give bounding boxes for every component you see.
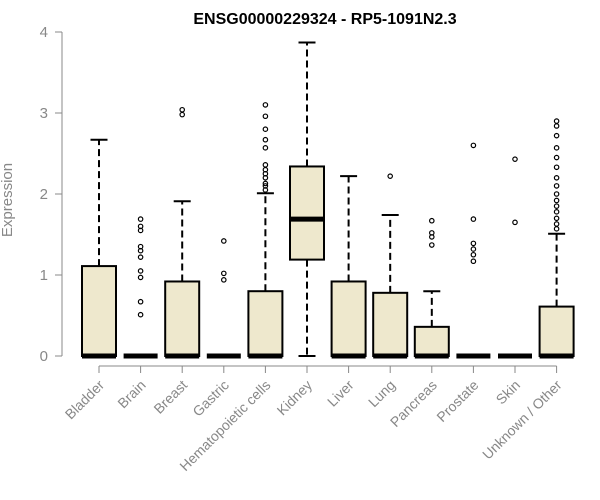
box-iqr [538, 305, 575, 357]
outlier-point [553, 154, 560, 161]
outlier-point [137, 298, 144, 305]
box-iqr [81, 265, 117, 357]
outlier-point [137, 223, 144, 230]
outlier-point [262, 183, 269, 189]
outlier-point [137, 254, 144, 260]
outlier-point [553, 209, 560, 215]
outlier-point [262, 180, 269, 187]
outlier-point [137, 216, 144, 222]
outlier-point [553, 226, 560, 232]
y-axis-label: Expression [0, 163, 16, 237]
outlier-point [137, 311, 144, 318]
x-tick-label-prostate: Prostate [433, 377, 481, 425]
outlier-point [553, 191, 560, 197]
outlier-point [221, 270, 227, 277]
box-prostate [456, 142, 491, 359]
outlier-point [553, 221, 560, 227]
box-iqr [330, 280, 367, 358]
box-liver [330, 175, 367, 359]
box-iqr [413, 325, 450, 357]
box-unknown-other [538, 118, 575, 359]
outlier-point [470, 246, 477, 252]
y-tick-label: 4 [40, 24, 48, 41]
outlier-point [428, 217, 435, 224]
outlier-point [262, 113, 269, 120]
box-bladder [81, 138, 117, 359]
box-gastric [206, 238, 241, 359]
outlier-point [553, 145, 560, 151]
box-iqr [164, 280, 201, 358]
box-iqr [247, 290, 284, 358]
box-kidney [289, 41, 325, 357]
outlier-point [221, 238, 227, 244]
box-pancreas [413, 217, 450, 359]
outlier-point [553, 118, 560, 124]
outlier-point [470, 251, 477, 258]
y-tick-label: 2 [40, 186, 48, 203]
box-brain [123, 216, 158, 359]
outlier-point [428, 242, 435, 248]
box-hematopoietic-cells [247, 102, 284, 359]
outlier-point [512, 156, 518, 162]
outlier-point [553, 164, 560, 171]
outlier-point [553, 203, 560, 209]
x-tick-label-lung: Lung [365, 377, 398, 410]
outlier-point [262, 145, 269, 151]
plot-area [81, 41, 575, 359]
outlier-point [553, 123, 560, 129]
outlier-point [512, 219, 518, 226]
x-tick-label-liver: Liver [324, 377, 357, 410]
outlier-point [262, 102, 269, 108]
outlier-point [137, 243, 144, 250]
box-skin [498, 156, 532, 359]
outlier-point [137, 274, 144, 281]
box-iqr [372, 291, 409, 358]
outlier-point [179, 106, 186, 113]
outlier-point [553, 197, 560, 204]
y-tick-label: 1 [40, 267, 48, 284]
x-tick-label-kidney: Kidney [274, 377, 316, 419]
outlier-point [262, 162, 269, 168]
outlier-point [553, 175, 560, 181]
chart-title: ENSG00000229324 - RP5-1091N2.3 [193, 11, 456, 28]
x-tick-label-unknown-other: Unknown / Other [479, 377, 565, 463]
outlier-point [387, 173, 394, 179]
x-tick-label-bladder: Bladder [62, 377, 108, 423]
box-breast [164, 106, 201, 359]
outlier-point [470, 216, 477, 222]
outlier-point [221, 277, 227, 283]
outlier-point [179, 111, 186, 118]
outlier-point [262, 136, 269, 143]
outlier-point [470, 142, 477, 149]
y-tick-label: 3 [40, 105, 48, 122]
x-tick-label-skin: Skin [493, 377, 524, 408]
outlier-point [470, 240, 477, 247]
box-lung [372, 173, 409, 359]
outlier-point [428, 230, 435, 236]
outlier-point [470, 258, 477, 265]
outlier-point [262, 126, 269, 133]
outlier-point [553, 183, 560, 189]
x-tick-label-brain: Brain [114, 377, 148, 411]
x-tick-label-breast: Breast [150, 377, 190, 417]
box-iqr [289, 165, 325, 261]
outlier-point [137, 268, 144, 274]
outlier-point [553, 215, 560, 222]
y-axis: 0 1 2 3 4 [40, 24, 63, 365]
y-tick-label: 0 [40, 348, 48, 365]
outlier-point [553, 132, 560, 139]
